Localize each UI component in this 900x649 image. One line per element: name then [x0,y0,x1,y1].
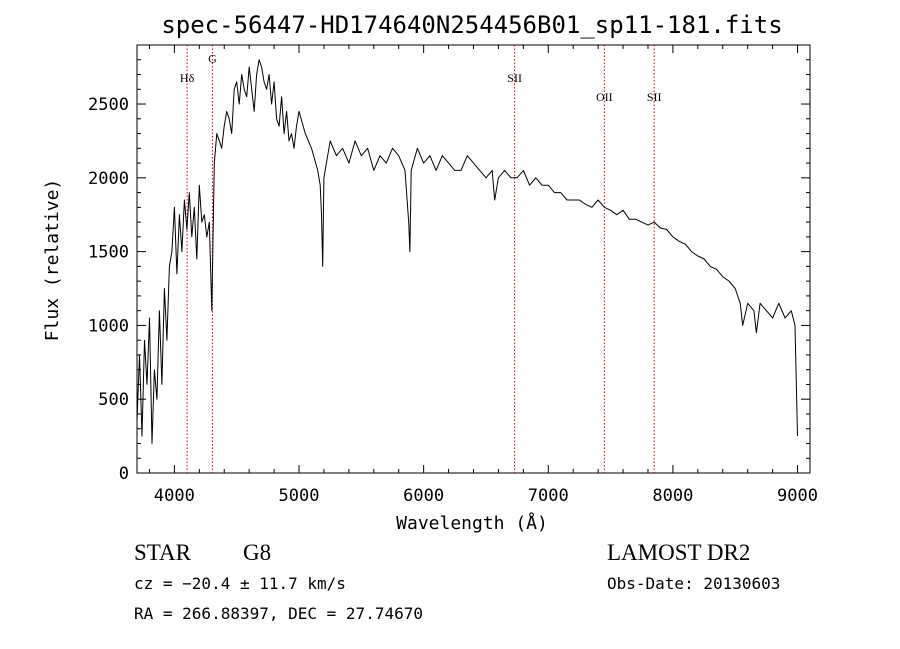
x-tick-label: 6000 [403,486,444,506]
spectrum-line [136,59,798,444]
reference-line-labels: Hδ G SII OII SII [180,52,662,104]
y-tick-label: 500 [98,390,129,410]
x-axis-ticks: 4000 5000 6000 7000 8000 9000 [148,45,818,506]
survey-name: LAMOST DR2 [607,540,750,565]
reference-line-label: Hδ [180,71,195,85]
y-axis-label: Flux (relative) [42,179,63,342]
y-tick-label: 1500 [88,243,129,263]
coordinates: RA = 266.88397, DEC = 27.74670 [134,604,423,623]
reference-line-label: SII [647,90,662,104]
y-axis-ticks: 0 500 1000 1500 2000 2500 [88,44,810,484]
x-tick-label: 9000 [777,486,818,506]
x-tick-label: 4000 [154,486,195,506]
x-tick-label: 7000 [528,486,569,506]
spectral-class: G8 [243,540,271,565]
y-tick-label: 2000 [88,169,129,189]
x-tick-label: 5000 [279,486,320,506]
y-tick-label: 2500 [88,95,129,115]
y-tick-label: 0 [119,464,129,484]
reference-line-label: OII [596,90,613,104]
cz-value: cz = −20.4 ± 11.7 km/s [134,574,346,593]
x-tick-label: 8000 [652,486,693,506]
spectrum-series [136,59,798,444]
object-type: STAR [134,540,192,565]
chart-title: spec-56447-HD174640N254456B01_sp11-181.f… [161,11,782,39]
reference-line-label: G [208,52,217,66]
reference-line-label: SII [507,71,522,85]
x-axis-label: Wavelength (Å) [396,512,548,534]
obs-date: Obs-Date: 20130603 [607,574,780,593]
y-tick-label: 1000 [88,316,129,336]
